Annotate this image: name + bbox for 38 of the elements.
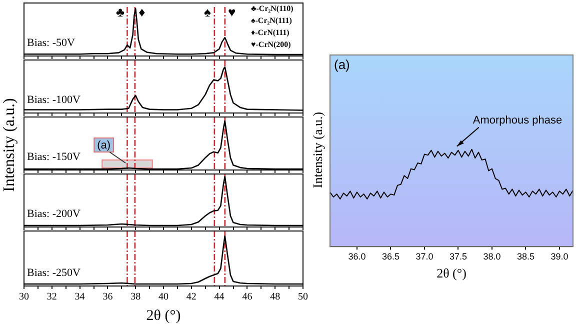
x-tick-label: 50 (298, 292, 308, 303)
x-tick-label: 40 (158, 292, 168, 303)
band-label: (a) (97, 140, 111, 152)
x-tick-label: 36.0 (348, 251, 366, 262)
x-tick-label: 32 (46, 292, 57, 303)
annotation: ♠-Cr₂N(111) (251, 16, 292, 26)
ref-line-label: ♣ (116, 4, 125, 20)
x-axis-title: 2θ (°) (436, 266, 466, 281)
annotation: Bias: -50V (27, 36, 76, 49)
annotation: ♥-CrN(200) (251, 40, 292, 50)
x-tick-label: 38.5 (516, 251, 535, 262)
x-tick-label: 38.0 (483, 251, 501, 262)
annotation: Amorphous phase (472, 114, 562, 126)
chart-title: (a) (334, 57, 350, 72)
annotation: Bias: -150V (27, 150, 81, 163)
x-tick-label: 38 (130, 292, 141, 303)
x-tick-label: 37.0 (416, 251, 434, 262)
x-tick-label: 30 (19, 292, 29, 303)
annotation: Bias: -200V (27, 208, 81, 220)
y-axis-title: Intensity (a.u.) (310, 112, 326, 188)
x-tick-label: 42 (186, 292, 196, 303)
ref-line-label: ♥ (228, 4, 236, 20)
x-tick-label: 44 (214, 292, 224, 303)
annotation: Bias: -250V (27, 266, 81, 279)
x-axis-title: 2θ (°) (146, 308, 181, 324)
x-tick-label: 39.0 (550, 251, 568, 262)
y-axis-title: Intensity (a.u.) (1, 98, 19, 192)
ref-line-label: ♠ (204, 4, 211, 20)
x-tick-label: 46 (242, 292, 252, 303)
annotation: ♦-CrN(111) (251, 28, 290, 38)
annotation: Bias: -100V (27, 94, 81, 106)
x-tick-label: 36 (102, 292, 113, 303)
ref-line-label: ♦ (138, 4, 146, 20)
x-tick-label: 48 (270, 292, 280, 303)
x-tick-label: 37.5 (449, 251, 468, 262)
annotation: ♣-Cr₂N(110) (251, 4, 294, 14)
x-tick-label: 34 (74, 292, 85, 303)
x-tick-label: 36.5 (382, 251, 400, 262)
